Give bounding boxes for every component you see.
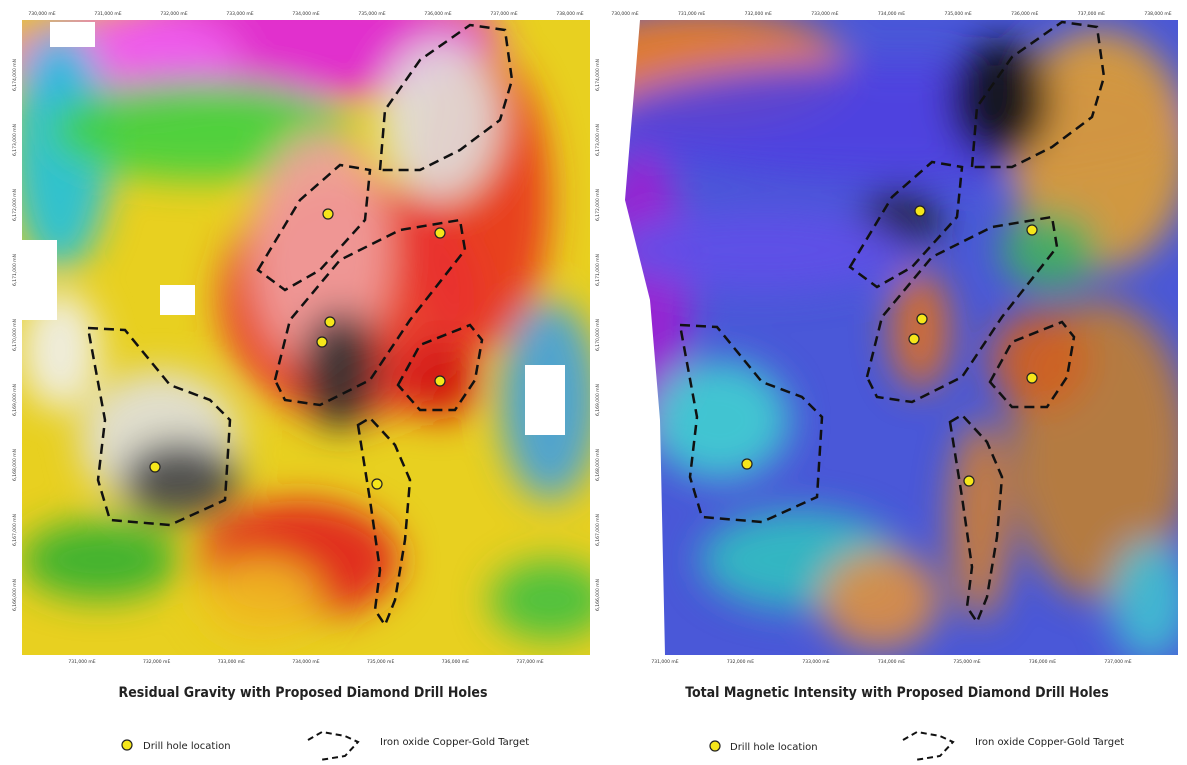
bottom-coord-label: 731,000 mE — [68, 659, 95, 665]
top-coord-label: 735,000 mE — [944, 11, 971, 17]
bottom-coord-label: 734,000 mE — [292, 659, 319, 665]
top-coord-label: 730,000 mE — [611, 11, 638, 17]
map-blob — [200, 560, 320, 640]
bottom-coord-label: 735,000 mE — [367, 659, 394, 665]
map-blank-area — [160, 285, 195, 315]
drill-hole — [917, 314, 927, 324]
drill-hole — [435, 376, 445, 386]
left-coord-label: 6,167,000 mN — [595, 514, 601, 546]
drill-hole — [1027, 373, 1037, 383]
map-blob — [950, 40, 1050, 160]
top-coord-label: 731,000 mE — [678, 11, 705, 17]
left-coord-label: 6,166,000 mN — [595, 579, 601, 611]
top-coord-label: 732,000 mE — [160, 11, 187, 17]
bottom-coord-label: 733,000 mE — [802, 659, 829, 665]
drill-hole — [742, 459, 752, 469]
left-coord-label: 6,167,000 mN — [12, 514, 18, 546]
top-coord-label: 734,000 mE — [292, 11, 319, 17]
map-blob — [890, 270, 950, 390]
left-coord-label: 6,168,000 mN — [12, 449, 18, 481]
left-coord-label: 6,169,000 mN — [12, 384, 18, 416]
drill-hole — [909, 334, 919, 344]
legend-target — [903, 732, 953, 760]
top-coord-label: 737,000 mE — [1078, 11, 1105, 17]
legend-target — [308, 732, 358, 760]
top-coord-label: 735,000 mE — [358, 11, 385, 17]
drill-hole — [325, 317, 335, 327]
drill-hole — [915, 206, 925, 216]
bottom-coord-label: 732,000 mE — [727, 659, 754, 665]
top-coord-label: 731,000 mE — [94, 11, 121, 17]
top-coord-label: 730,000 mE — [28, 11, 55, 17]
left-coord-label: 6,174,000 mN — [595, 59, 601, 91]
bottom-coord-label: 734,000 mE — [878, 659, 905, 665]
left-coord-label: 6,170,000 mN — [12, 319, 18, 351]
top-coord-label: 736,000 mE — [424, 11, 451, 17]
left-coord-label: 6,171,000 mN — [595, 254, 601, 286]
top-coord-label: 738,000 mE — [1144, 11, 1171, 17]
map-caption: Residual Gravity with Proposed Diamond D… — [119, 685, 488, 701]
map-blank-area — [525, 365, 565, 435]
map-blob — [300, 310, 380, 430]
drill-hole — [435, 228, 445, 238]
bottom-coord-label: 735,000 mE — [953, 659, 980, 665]
page: 730,000 mE 731,000 mE 732,000 mE 733,000 mE… — [0, 0, 1187, 765]
legend-label: Drill hole location — [730, 742, 818, 753]
left-coord-label: 6,170,000 mN — [595, 319, 601, 351]
map-blob — [1110, 540, 1187, 660]
legend-dot — [710, 741, 720, 751]
map-blob — [650, 360, 790, 480]
bottom-coord-label: 736,000 mE — [1029, 659, 1056, 665]
map-blob — [380, 40, 500, 200]
legend-label: Drill hole location — [143, 741, 231, 752]
left-coord-label: 6,168,000 mN — [595, 449, 601, 481]
drill-hole — [150, 462, 160, 472]
bottom-coord-label: 737,000 mE — [516, 659, 543, 665]
map-blob — [490, 560, 610, 640]
drill-hole — [1027, 225, 1037, 235]
legend: Drill hole location Iron oxide Copper-Go… — [122, 732, 1124, 760]
left-coord-label: 6,166,000 mN — [12, 579, 18, 611]
map-blank-area — [50, 22, 95, 47]
magnetic-map — [550, 10, 1187, 660]
top-coord-label: 733,000 mE — [811, 11, 838, 17]
left-coord-label: 6,172,000 mN — [595, 189, 601, 221]
drill-hole — [964, 476, 974, 486]
map-caption: Total Magnetic Intensity with Proposed D… — [685, 685, 1108, 701]
map-blank-area — [22, 240, 57, 320]
bottom-coord-label: 736,000 mE — [442, 659, 469, 665]
left-coord-label: 6,174,000 mN — [12, 59, 18, 91]
legend-label: Iron oxide Copper-Gold Target — [380, 737, 529, 748]
map-blob — [990, 310, 1090, 410]
left-coord-label: 6,172,000 mN — [12, 189, 18, 221]
map-blob — [820, 550, 940, 650]
top-coord-label: 736,000 mE — [1011, 11, 1038, 17]
bottom-coord-label: 737,000 mE — [1104, 659, 1131, 665]
legend-label: Iron oxide Copper-Gold Target — [975, 737, 1124, 748]
drill-hole — [323, 209, 333, 219]
map-blob — [120, 440, 240, 520]
legend-dot — [122, 740, 132, 750]
left-coord-label: 6,173,000 mN — [595, 124, 601, 156]
bottom-coord-label: 733,000 mE — [218, 659, 245, 665]
top-coord-label: 733,000 mE — [226, 11, 253, 17]
map-blob — [20, 520, 180, 600]
bottom-coord-label: 732,000 mE — [143, 659, 170, 665]
top-coord-label: 737,000 mE — [490, 11, 517, 17]
top-coord-label: 738,000 mE — [556, 11, 583, 17]
map-blob — [950, 420, 1010, 620]
left-coord-label: 6,169,000 mN — [595, 384, 601, 416]
top-coord-label: 734,000 mE — [878, 11, 905, 17]
left-coord-label: 6,173,000 mN — [12, 124, 18, 156]
bottom-coord-label: 731,000 mE — [651, 659, 678, 665]
drill-hole — [317, 337, 327, 347]
left-coord-label: 6,171,000 mN — [12, 254, 18, 286]
top-coord-label: 732,000 mE — [745, 11, 772, 17]
drill-hole — [372, 479, 382, 489]
